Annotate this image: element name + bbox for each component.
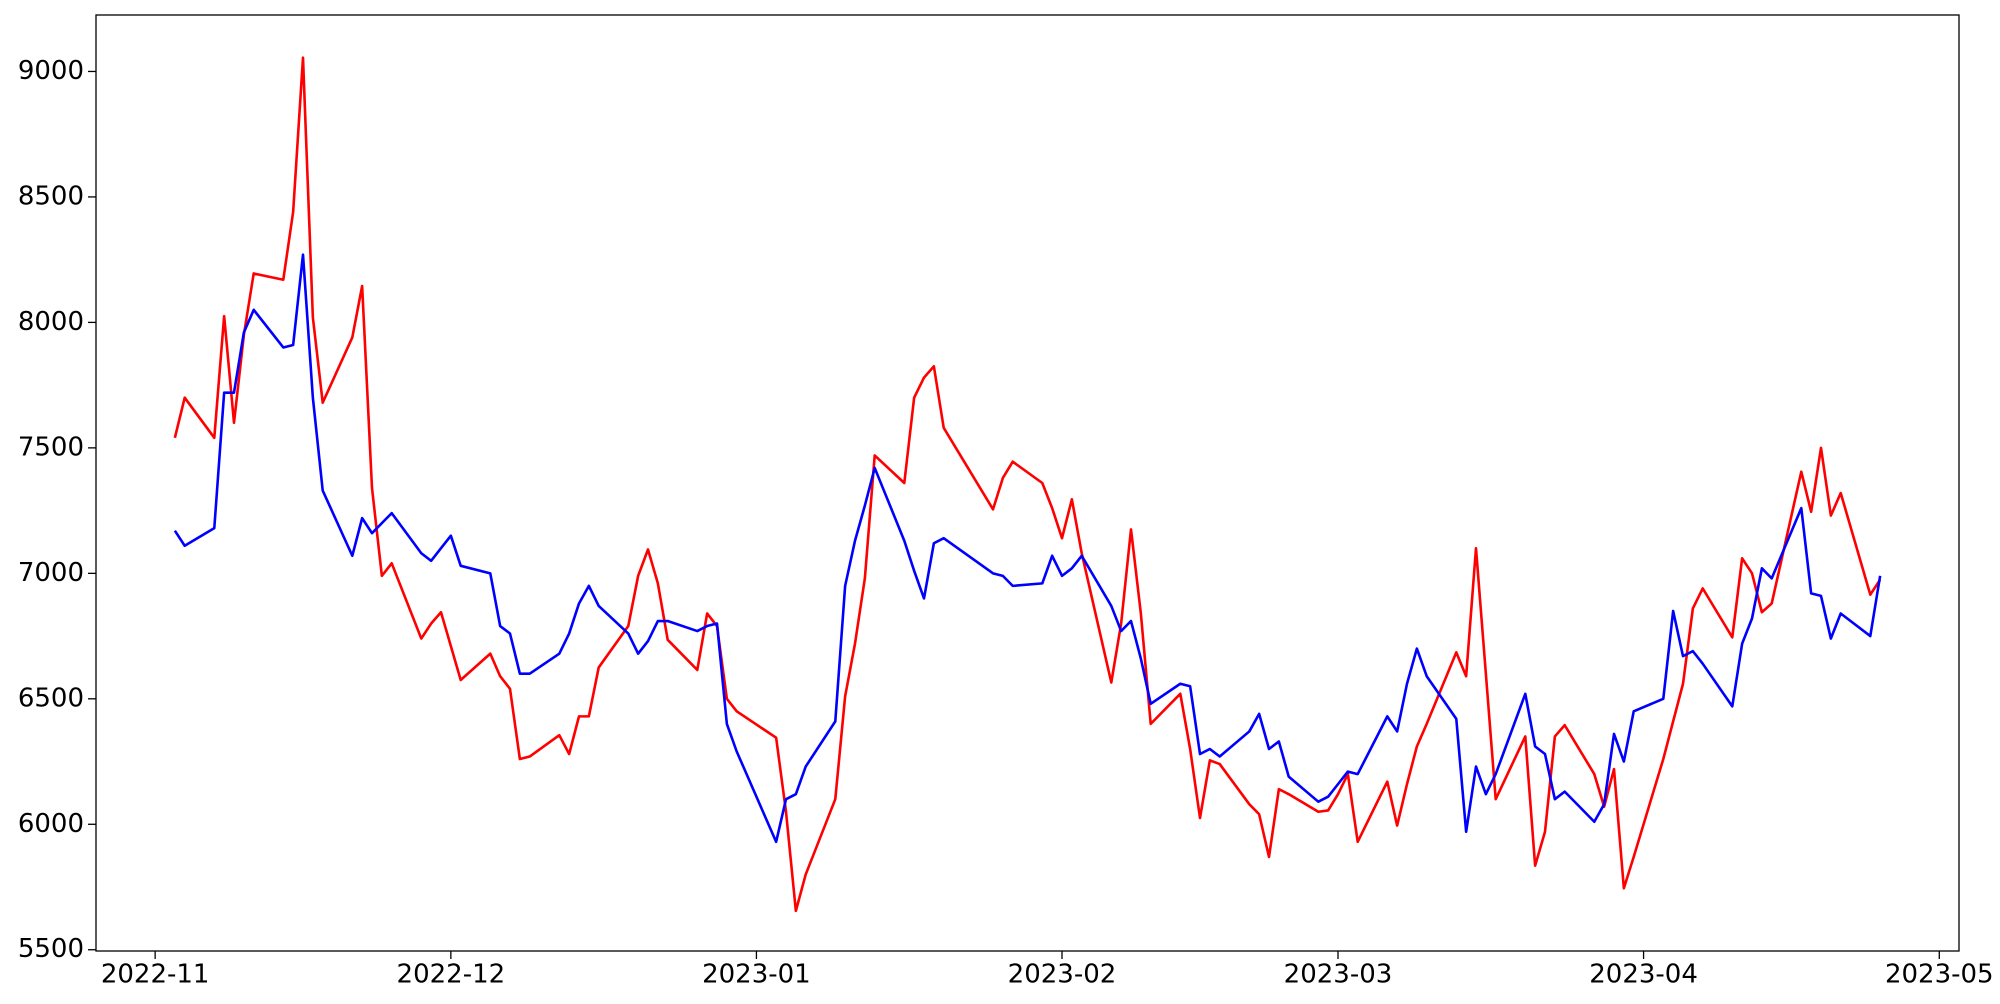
- y-tick-label: 9000: [18, 56, 84, 86]
- x-tick-label: 2023-05: [1885, 960, 1994, 990]
- x-tick-label: 2022-11: [101, 960, 210, 990]
- y-tick-label: 8000: [18, 307, 84, 337]
- y-tick-label: 6000: [18, 809, 84, 839]
- y-tick-label: 7500: [18, 432, 84, 462]
- y-tick-label: 7000: [18, 558, 84, 588]
- x-tick-label: 2023-03: [1284, 960, 1393, 990]
- x-tick-label: 2023-04: [1589, 960, 1698, 990]
- y-tick-label: 6500: [18, 683, 84, 713]
- x-tick-label: 2022-12: [397, 960, 506, 990]
- plot-frame: [95, 14, 1960, 952]
- x-tick-label: 2023-01: [702, 960, 811, 990]
- y-tick-label: 8500: [18, 181, 84, 211]
- data-line: [173, 56, 1882, 913]
- x-tick-label: 2023-02: [1008, 960, 1117, 990]
- data-line: [173, 253, 1882, 844]
- y-tick-label: 5500: [18, 934, 84, 964]
